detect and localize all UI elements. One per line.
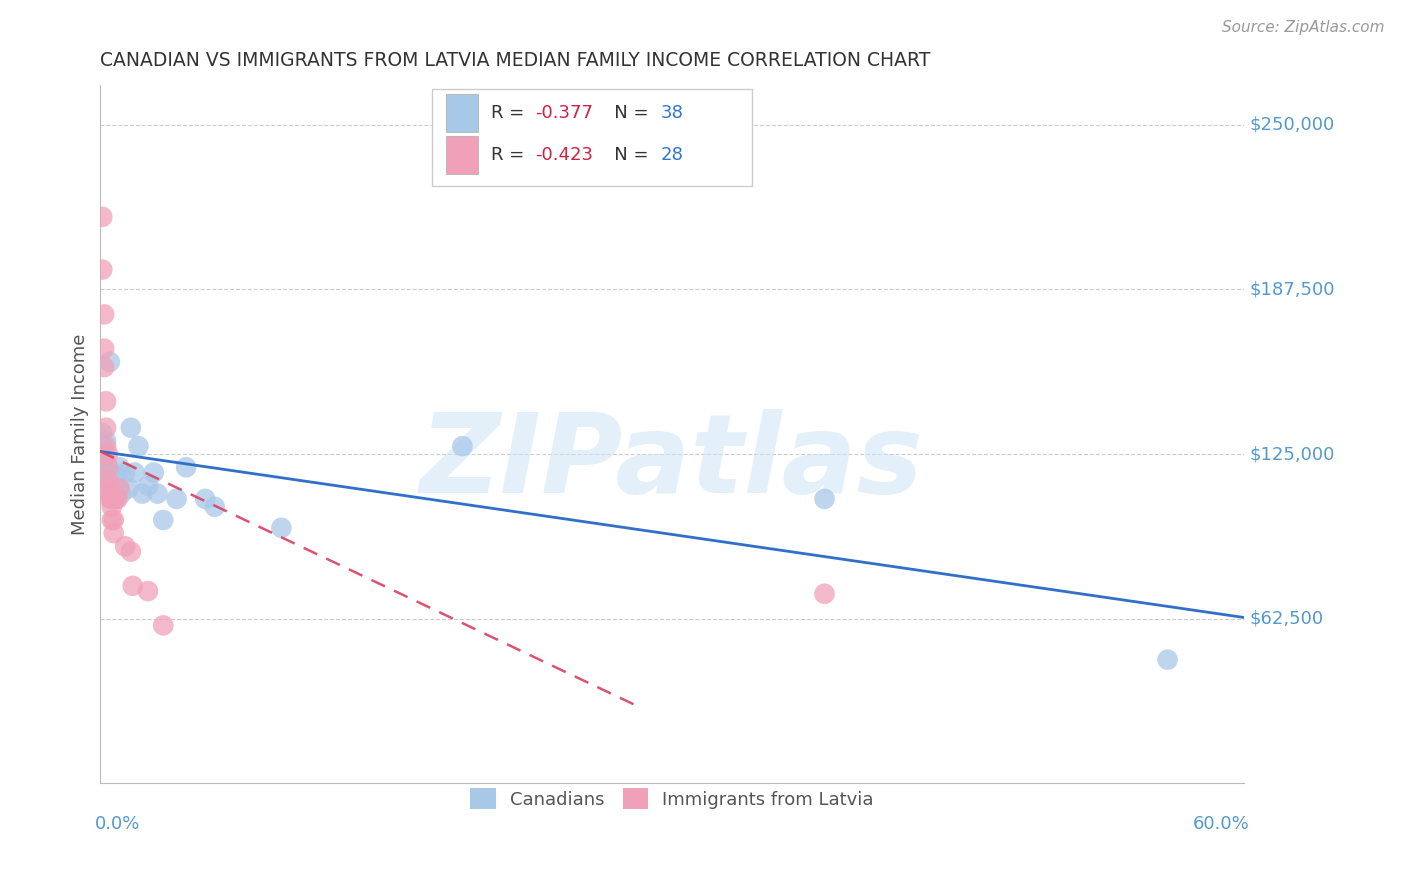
Text: N =: N =: [596, 104, 654, 122]
Point: [131, 486, 153, 500]
Point: [108, 481, 131, 495]
Point: [136, 479, 159, 493]
Point: [104, 491, 127, 506]
Text: R =: R =: [492, 104, 530, 122]
Point: [136, 584, 159, 599]
Point: [97, 474, 120, 488]
Point: [94, 421, 117, 435]
Point: [813, 587, 835, 601]
Text: 38: 38: [661, 104, 683, 122]
Point: [152, 618, 174, 632]
Point: [103, 526, 125, 541]
Point: [127, 439, 149, 453]
Point: [91, 439, 114, 453]
Text: -0.423: -0.423: [534, 146, 593, 164]
Point: [103, 491, 125, 506]
Point: [91, 425, 114, 440]
Point: [101, 500, 124, 514]
Point: [146, 486, 169, 500]
Point: [98, 355, 121, 369]
Point: [104, 468, 127, 483]
Point: [101, 491, 124, 506]
Point: [94, 455, 117, 469]
Point: [813, 491, 835, 506]
Text: Source: ZipAtlas.com: Source: ZipAtlas.com: [1222, 20, 1385, 35]
Point: [174, 460, 197, 475]
Point: [91, 210, 114, 224]
Point: [204, 500, 226, 514]
Point: [107, 491, 129, 506]
Point: [93, 360, 115, 375]
Legend: Canadians, Immigrants from Latvia: Canadians, Immigrants from Latvia: [463, 781, 882, 816]
Point: [108, 481, 131, 495]
Text: $125,000: $125,000: [1250, 445, 1334, 463]
Point: [98, 479, 121, 493]
Point: [120, 544, 142, 558]
Point: [94, 439, 117, 453]
FancyBboxPatch shape: [432, 88, 752, 186]
Point: [270, 521, 292, 535]
Point: [93, 466, 115, 480]
Point: [108, 460, 131, 475]
Point: [107, 474, 129, 488]
Text: CANADIAN VS IMMIGRANTS FROM LATVIA MEDIAN FAMILY INCOME CORRELATION CHART: CANADIAN VS IMMIGRANTS FROM LATVIA MEDIA…: [100, 51, 931, 70]
Point: [98, 491, 121, 506]
Point: [93, 447, 115, 461]
Point: [91, 262, 114, 277]
Text: ZIPatlas: ZIPatlas: [420, 409, 924, 516]
Point: [152, 513, 174, 527]
Point: [97, 474, 120, 488]
Text: $62,500: $62,500: [1250, 610, 1323, 628]
FancyBboxPatch shape: [446, 94, 478, 132]
Y-axis label: Median Family Income: Median Family Income: [72, 334, 89, 535]
Point: [98, 479, 121, 493]
Point: [194, 491, 217, 506]
Point: [1156, 652, 1178, 666]
Point: [97, 447, 120, 461]
Point: [103, 513, 125, 527]
Point: [101, 486, 124, 500]
Text: $250,000: $250,000: [1250, 116, 1334, 134]
Point: [97, 460, 120, 475]
Point: [120, 421, 142, 435]
Point: [98, 486, 121, 500]
Text: -0.377: -0.377: [534, 104, 593, 122]
Point: [101, 513, 124, 527]
Point: [110, 486, 132, 500]
Point: [93, 342, 115, 356]
Point: [98, 466, 121, 480]
Point: [94, 434, 117, 448]
Point: [114, 466, 136, 480]
Point: [121, 579, 143, 593]
Point: [142, 466, 165, 480]
Point: [124, 466, 146, 480]
FancyBboxPatch shape: [446, 136, 478, 174]
Point: [94, 394, 117, 409]
Point: [118, 481, 141, 495]
Point: [103, 474, 125, 488]
Point: [93, 307, 115, 321]
Text: N =: N =: [596, 146, 654, 164]
Text: 28: 28: [661, 146, 683, 164]
Point: [451, 439, 474, 453]
Point: [114, 539, 136, 553]
Point: [166, 491, 188, 506]
Text: R =: R =: [492, 146, 530, 164]
Text: 60.0%: 60.0%: [1192, 815, 1250, 833]
Point: [104, 491, 127, 506]
Text: $187,500: $187,500: [1250, 280, 1336, 298]
Point: [97, 460, 120, 475]
Text: 0.0%: 0.0%: [94, 815, 141, 833]
